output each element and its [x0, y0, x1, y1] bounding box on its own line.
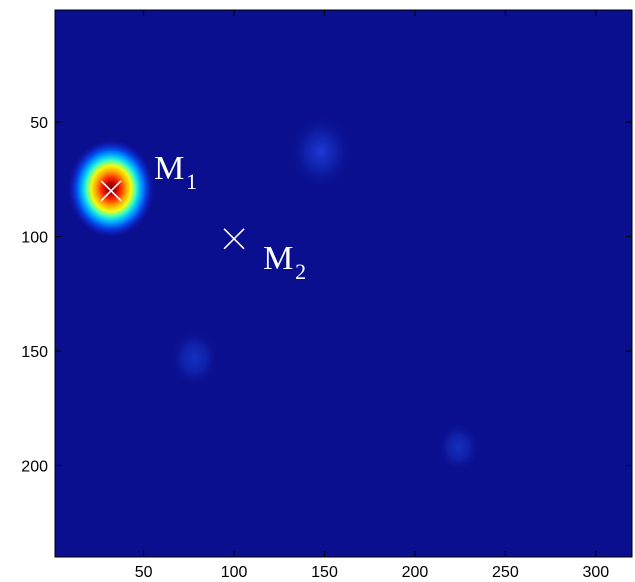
x-tick-label: 50 — [135, 564, 153, 581]
marker-label: M — [154, 150, 184, 187]
y-tick-label: 100 — [21, 230, 48, 247]
y-tick-label: 150 — [21, 344, 48, 361]
marker-cross — [100, 180, 122, 202]
x-axis: 50 100 150 200 250 300 — [135, 10, 609, 581]
heatmap-peak — [169, 329, 220, 387]
marker-layer: M 1M 2 — [100, 150, 306, 284]
y-tick-label: 50 — [30, 115, 48, 132]
marker-label: M — [263, 240, 293, 277]
marker-label-subscript: 1 — [186, 169, 197, 194]
y-tick-label: 200 — [21, 458, 48, 475]
marker-label-subscript: 2 — [295, 259, 306, 284]
x-tick-label: 200 — [402, 564, 429, 581]
marker-cross — [223, 228, 245, 250]
x-tick-label: 150 — [311, 564, 338, 581]
x-tick-label: 300 — [582, 564, 609, 581]
axes-frame — [54, 9, 633, 558]
x-tick-label: 100 — [221, 564, 248, 581]
heatmap-peak — [437, 422, 480, 472]
plot-area — [54, 9, 633, 558]
heatmap-background — [55, 10, 632, 557]
heatmap-peak — [288, 115, 353, 189]
x-tick-label: 250 — [492, 564, 519, 581]
heatmap-peak — [67, 138, 156, 239]
y-axis: 50 100 150 200 — [21, 115, 632, 475]
